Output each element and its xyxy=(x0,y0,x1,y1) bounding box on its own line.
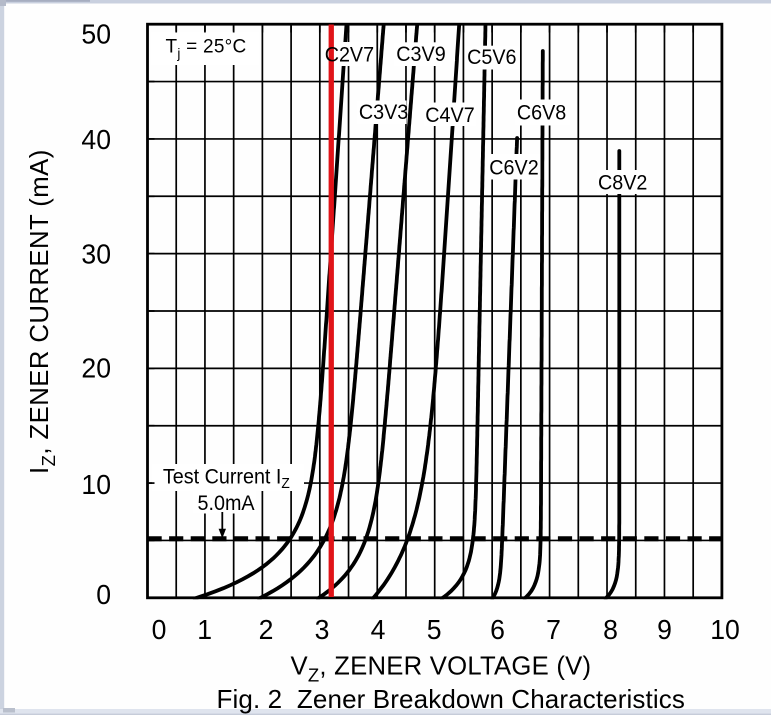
svg-text:0: 0 xyxy=(96,578,111,610)
svg-text:C3V3: C3V3 xyxy=(359,102,408,125)
svg-text:C6V8: C6V8 xyxy=(517,102,566,125)
svg-text:9: 9 xyxy=(657,613,672,645)
svg-text:50: 50 xyxy=(81,18,111,50)
svg-text:30: 30 xyxy=(81,238,111,270)
svg-text:10: 10 xyxy=(81,468,111,500)
svg-text:4: 4 xyxy=(371,613,386,645)
svg-text:C4V7: C4V7 xyxy=(425,104,474,127)
svg-text:Test Current IZ: Test Current IZ xyxy=(163,466,290,491)
svg-text:C3V9: C3V9 xyxy=(396,44,445,67)
svg-text:10: 10 xyxy=(710,613,740,645)
svg-text:Fig. 2 Zener Breakdown Charac: Fig. 2 Zener Breakdown Characteristics xyxy=(217,684,686,714)
svg-text:C8V2: C8V2 xyxy=(598,172,647,195)
svg-text:IZ, ZENER CURRENT (mA): IZ, ZENER CURRENT (mA) xyxy=(26,149,59,474)
svg-text:40: 40 xyxy=(81,123,111,155)
svg-text:C2V7: C2V7 xyxy=(325,44,374,67)
svg-text:3: 3 xyxy=(315,613,330,645)
svg-text:VZ, ZENER VOLTAGE (V): VZ, ZENER VOLTAGE (V) xyxy=(291,653,592,686)
svg-text:5.0mA: 5.0mA xyxy=(198,493,256,516)
svg-text:2: 2 xyxy=(259,613,274,645)
svg-text:6: 6 xyxy=(490,613,505,645)
svg-text:C6V2: C6V2 xyxy=(489,157,538,180)
svg-text:0: 0 xyxy=(152,613,167,645)
svg-text:5: 5 xyxy=(427,613,442,645)
svg-text:1: 1 xyxy=(197,613,212,645)
svg-text:C5V6: C5V6 xyxy=(467,47,516,70)
svg-text:7: 7 xyxy=(546,613,561,645)
svg-text:8: 8 xyxy=(603,613,618,645)
svg-text:20: 20 xyxy=(81,352,111,384)
